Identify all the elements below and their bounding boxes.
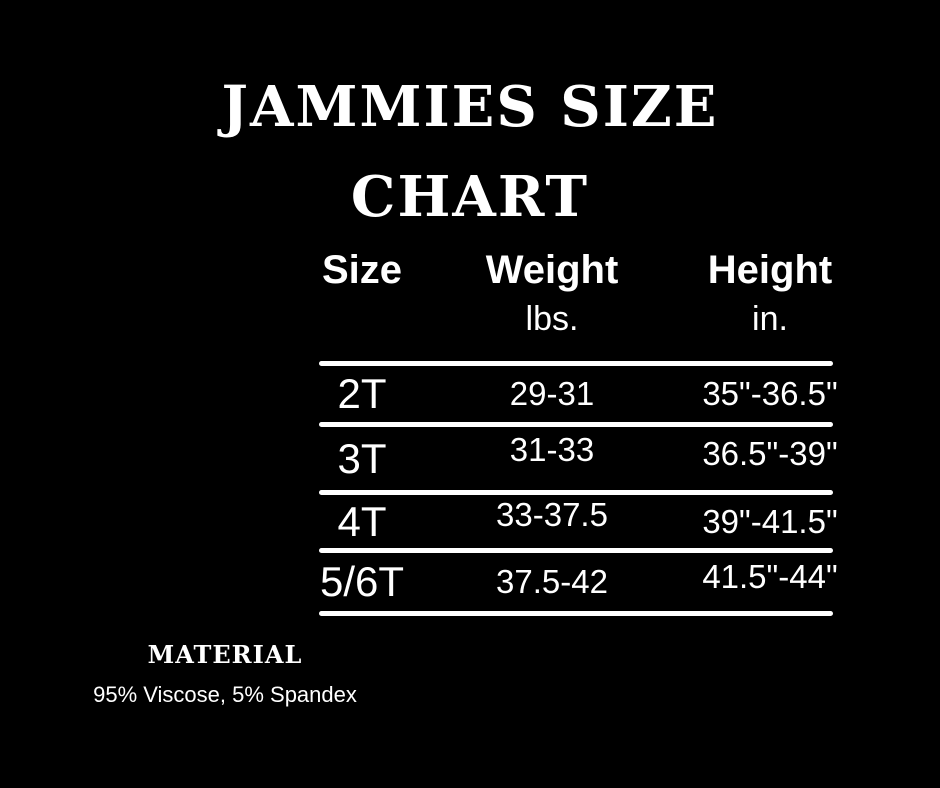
cell-height: 35"-36.5" [702, 375, 838, 412]
cell-weight: 33-37.5 [496, 495, 608, 533]
unit-height-in: in. [752, 300, 788, 338]
column-header-weight: Weight [485, 248, 619, 292]
divider-line [319, 548, 833, 553]
divider-line [319, 611, 833, 616]
unit-size-empty [280, 300, 444, 338]
divider-line [319, 490, 833, 495]
cell-size: 4T [337, 497, 387, 545]
cell-size: 5/6T [319, 558, 405, 605]
table-header-row: Size Weight Height [280, 248, 880, 292]
table-row: 4T 33-37.5 39"-41.5" [280, 495, 880, 548]
material-composition: 95% Viscose, 5% Spandex [93, 682, 357, 707]
cell-height: 41.5"-44" [702, 558, 838, 595]
column-header-size: Size [321, 248, 403, 292]
table-units-row: lbs. in. [280, 300, 880, 338]
divider-line [319, 361, 833, 366]
cell-height: 39"-41.5" [702, 502, 838, 540]
table-row: 2T 29-31 35"-36.5" [280, 366, 880, 422]
page-title-line-1: JAMMIES SIZE [221, 74, 719, 140]
material-heading: MATERIAL [147, 640, 303, 669]
page-title: JAMMIES SIZE CHART [0, 62, 940, 242]
column-header-height: Height [707, 248, 833, 292]
cell-height: 36.5"-39" [702, 434, 838, 472]
cell-weight: 31-33 [509, 430, 595, 468]
table-row: 5/6T 37.5-42 41.5"-44" [280, 553, 880, 611]
cell-size: 3T [337, 434, 387, 482]
table-row: 3T 31-33 36.5"-39" [280, 427, 880, 490]
cell-weight: 29-31 [509, 375, 595, 412]
divider-line [319, 422, 833, 427]
material-section: MATERIAL 95% Viscose, 5% Spandex [60, 641, 390, 709]
page-title-line-2: CHART [350, 164, 590, 230]
unit-weight-lbs: lbs. [525, 300, 579, 338]
size-table: Size Weight Height lbs. in. 2T 29-31 35"… [280, 248, 880, 616]
cell-size: 2T [337, 370, 387, 417]
cell-weight: 37.5-42 [496, 563, 608, 600]
